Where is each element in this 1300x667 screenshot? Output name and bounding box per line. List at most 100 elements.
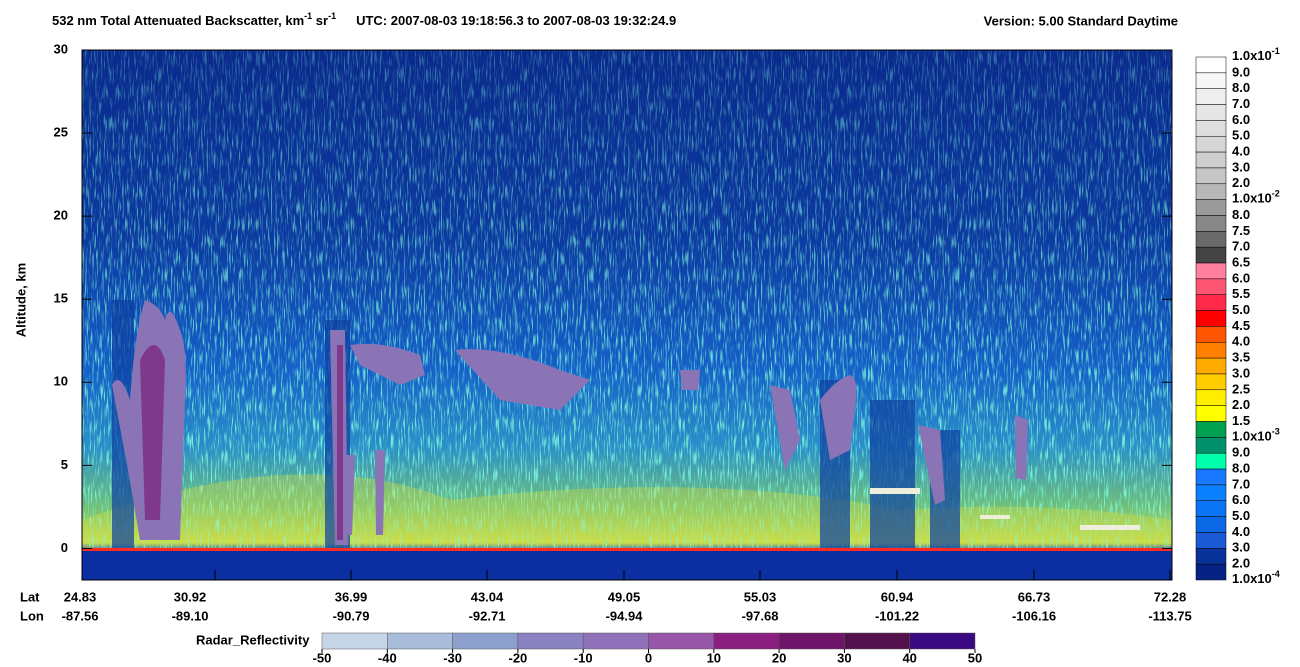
colorbar-box [1195, 278, 1227, 295]
colorbar-label: 4.0 [1232, 144, 1250, 159]
y-tick-label: 10 [54, 374, 68, 389]
colorbar-label: 3.0 [1232, 159, 1250, 174]
lon-label: -90.79 [333, 608, 370, 623]
row-name: Lat [20, 589, 40, 604]
colorbar-box [1195, 326, 1227, 343]
colorbar-box [1195, 167, 1227, 185]
radar-label: Radar_Reflectivity [196, 632, 310, 647]
exponent: -4 [1272, 569, 1280, 579]
colorbar-box [1195, 56, 1227, 74]
colorbar-box [1195, 231, 1227, 248]
y-axis-label: Altitude, km [13, 263, 28, 337]
colorbar-label: 1.0x10-3 [1232, 427, 1280, 444]
colorbar-box [1195, 563, 1227, 581]
lat-label: 49.05 [608, 589, 641, 604]
lon-label: -113.75 [1148, 608, 1191, 623]
colorbar-label: 5.0 [1232, 302, 1250, 317]
radar-tick-label: 40 [902, 650, 916, 665]
colorbar-box [1195, 548, 1227, 565]
colorbar-label: 8.0 [1232, 80, 1250, 95]
lat-label: 55.03 [744, 589, 777, 604]
radar-tick-label: -10 [574, 650, 593, 665]
colorbar-box [1195, 500, 1227, 517]
colorbar-box [1195, 437, 1227, 454]
colorbar-box [1195, 120, 1227, 137]
radar-colorbar-box [517, 632, 584, 650]
colorbar-label: 7.0 [1232, 96, 1250, 111]
colorbar-label: 6.0 [1232, 492, 1250, 507]
radar-colorbar-box [844, 632, 910, 650]
colorbar-label: 5.5 [1232, 286, 1250, 301]
colorbar-box [1195, 452, 1227, 470]
y-tick-label: 25 [54, 125, 68, 140]
lon-label: -106.16 [1012, 608, 1056, 623]
colorbar-label: 5.0 [1232, 128, 1250, 143]
radar-colorbar-box [452, 632, 519, 650]
radar-colorbar-box [582, 632, 649, 650]
colorbar-box [1195, 246, 1227, 264]
exponent: -2 [1272, 189, 1280, 199]
row-name: Lon [20, 608, 44, 623]
radar-tick-label: -20 [509, 650, 528, 665]
colorbar-box [1195, 516, 1227, 533]
radar-colorbar-box [909, 632, 976, 650]
colorbar-label: 8.0 [1232, 207, 1250, 222]
colorbar-label: 2.5 [1232, 381, 1250, 396]
colorbar-label: 7.0 [1232, 239, 1250, 254]
radar-tick-label: 10 [707, 650, 721, 665]
colorbar-box [1195, 389, 1227, 406]
lat-label: 36.99 [335, 589, 368, 604]
radar-tick-label: -50 [313, 650, 332, 665]
colorbar-box [1195, 310, 1227, 327]
colorbar-box [1195, 405, 1227, 422]
plot-frame [81, 49, 1173, 581]
colorbar-box [1195, 373, 1227, 391]
radar-tick-label: 50 [968, 650, 982, 665]
colorbar-box [1195, 357, 1227, 375]
lat-label: 72.28 [1154, 589, 1187, 604]
lon-label: -87.56 [62, 608, 99, 623]
colorbar-label: 4.0 [1232, 524, 1250, 539]
radar-tick-label: -40 [378, 650, 397, 665]
colorbar-label: 4.0 [1232, 334, 1250, 349]
y-tick-label: 30 [54, 41, 68, 56]
version: Version: 5.00 Standard Daytime [984, 13, 1178, 28]
title-part: -1 [304, 11, 312, 21]
colorbar-label: 8.0 [1232, 460, 1250, 475]
mantissa: 1.0x10 [1232, 571, 1272, 586]
title-part: -1 [328, 11, 336, 21]
y-tick-label: 0 [61, 540, 68, 555]
lat-label: 30.92 [174, 589, 207, 604]
colorbar-label: 7.0 [1232, 476, 1250, 491]
colorbar-label: 2.0 [1232, 556, 1250, 571]
colorbar-label: 3.0 [1232, 540, 1250, 555]
lon-label: -89.10 [172, 608, 209, 623]
colorbar-box [1195, 199, 1227, 216]
radar-colorbar-box [387, 632, 453, 650]
colorbar-label: 6.5 [1232, 254, 1250, 269]
colorbar-box [1195, 262, 1227, 280]
radar-tick-label: 20 [772, 650, 786, 665]
colorbar-box [1195, 294, 1227, 311]
colorbar-box [1195, 88, 1227, 105]
mantissa: 1.0x10 [1232, 191, 1272, 206]
colorbar-label: 6.0 [1232, 270, 1250, 285]
curtain-image [82, 50, 1172, 580]
y-tick-label: 20 [54, 208, 68, 223]
lon-label: -101.22 [875, 608, 919, 623]
colorbar-label: 1.5 [1232, 413, 1250, 428]
exponent: -1 [1272, 46, 1280, 56]
y-tick-label: 15 [54, 291, 68, 306]
lon-label: -92.71 [469, 608, 506, 623]
colorbar-box [1195, 421, 1227, 438]
colorbar-box [1195, 342, 1227, 359]
lon-label: -97.68 [742, 608, 779, 623]
colorbar-label: 7.5 [1232, 223, 1250, 238]
radar-colorbar-box [321, 632, 388, 650]
colorbar-label: 1.0x10-2 [1232, 189, 1280, 206]
colorbar-box [1195, 135, 1227, 153]
time-range: UTC: 2007-08-03 19:18:56.3 to 2007-08-03… [356, 13, 676, 28]
radar-colorbar-box [713, 632, 780, 650]
lon-label: -94.94 [606, 608, 644, 623]
